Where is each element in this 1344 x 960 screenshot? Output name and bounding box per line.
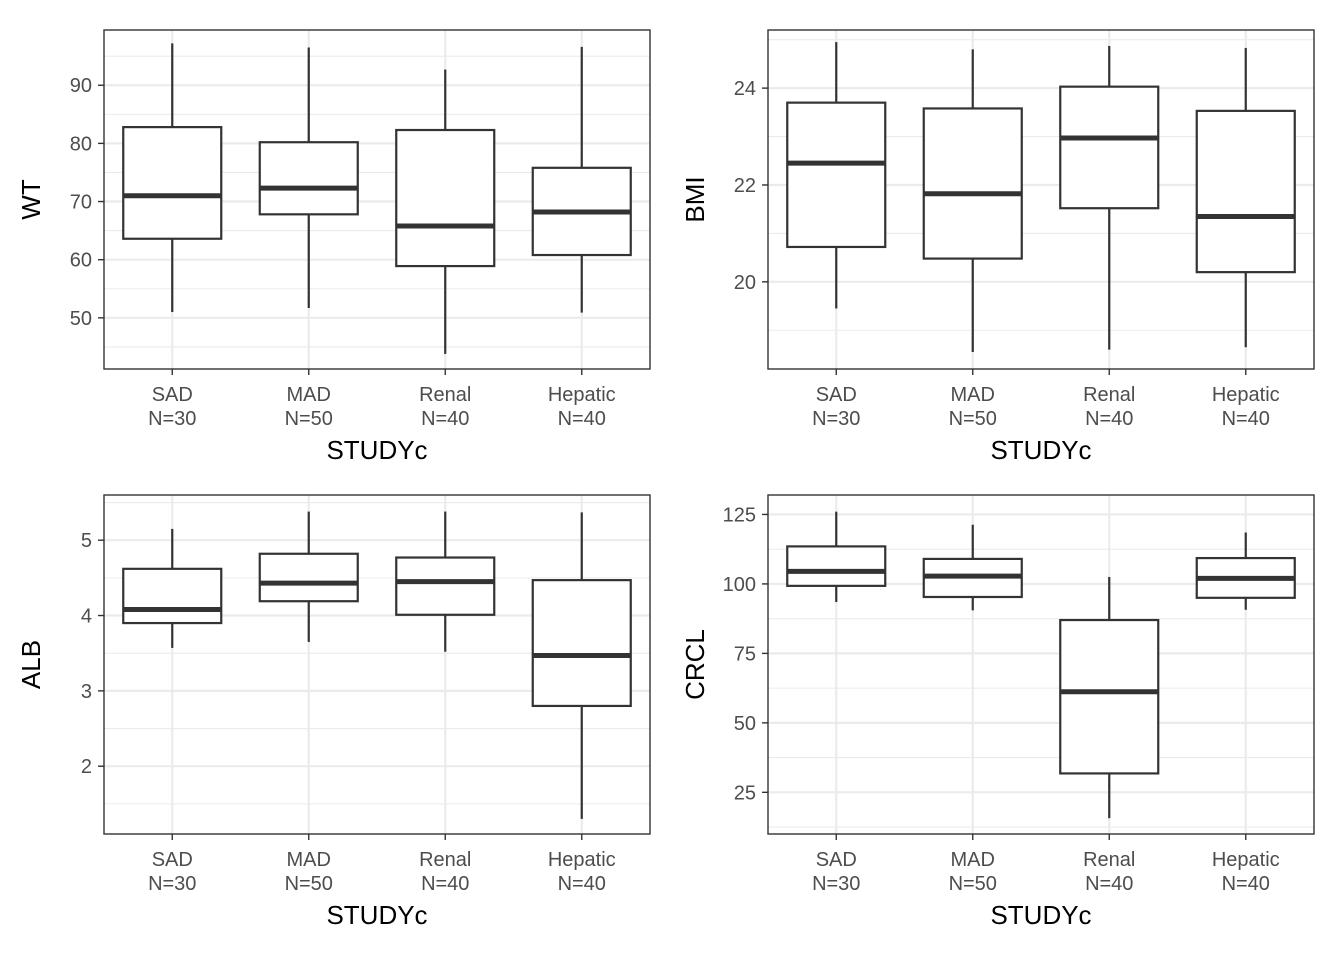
box-iqr <box>395 128 496 268</box>
x-tick-count-label: N=40 <box>1222 408 1270 430</box>
x-axis-title: STUDYc <box>326 435 427 465</box>
box-bmi-hepatic <box>1195 47 1296 348</box>
x-tick-label: Renal <box>1083 849 1135 871</box>
x-tick-label: SAD <box>816 384 857 406</box>
x-tick-count-label: N=30 <box>812 873 860 895</box>
y-tick-label: 2 <box>81 756 92 778</box>
box-iqr <box>1195 109 1296 274</box>
box-crcl-hepatic <box>1195 532 1296 610</box>
x-tick-label: SAD <box>152 384 193 406</box>
x-tick-label: Hepatic <box>548 849 616 871</box>
x-tick-count-label: N=40 <box>421 873 469 895</box>
box-alb-renal <box>395 511 496 652</box>
x-tick-count-label: N=50 <box>285 408 333 430</box>
y-tick-label: 50 <box>70 308 92 330</box>
y-axis-title: ALB <box>16 640 46 689</box>
panel-alb: 2345SADN=30MADN=50RenalN=40HepaticN=40ST… <box>16 494 651 930</box>
x-tick-label: Hepatic <box>548 384 616 406</box>
panel-wt: 5060708090SADN=30MADN=50RenalN=40Hepatic… <box>16 29 651 465</box>
x-tick-count-label: N=40 <box>558 873 606 895</box>
y-tick-label: 24 <box>734 78 756 100</box>
y-tick-label: 60 <box>70 250 92 272</box>
y-tick-label: 80 <box>70 133 92 155</box>
box-bmi-mad <box>922 49 1023 353</box>
y-tick-label: 90 <box>70 75 92 97</box>
x-tick-count-label: N=30 <box>812 408 860 430</box>
box-wt-sad <box>122 43 223 313</box>
x-tick-count-label: N=50 <box>949 873 997 895</box>
x-tick-count-label: N=50 <box>949 408 997 430</box>
box-iqr <box>922 107 1023 260</box>
y-tick-label: 3 <box>81 681 92 703</box>
y-axis-title: WT <box>16 179 46 220</box>
x-tick-label: Renal <box>419 849 471 871</box>
box-iqr <box>395 556 496 616</box>
box-iqr <box>1059 618 1160 775</box>
x-tick-label: MAD <box>287 384 331 406</box>
box-iqr <box>122 567 223 625</box>
box-alb-sad <box>122 528 223 648</box>
box-wt-mad <box>258 47 359 308</box>
box-crcl-sad <box>786 511 887 602</box>
box-iqr <box>786 545 887 587</box>
box-iqr <box>258 552 359 603</box>
y-tick-label: 4 <box>81 606 92 628</box>
x-tick-count-label: N=40 <box>1085 408 1133 430</box>
panel-border <box>767 29 1315 370</box>
y-tick-label: 22 <box>734 175 756 197</box>
x-tick-count-label: N=30 <box>148 408 196 430</box>
x-tick-count-label: N=40 <box>421 408 469 430</box>
y-tick-label: 5 <box>81 530 92 552</box>
x-tick-label: SAD <box>152 849 193 871</box>
y-tick-label: 100 <box>723 574 756 596</box>
panel-border <box>767 494 1315 835</box>
box-wt-renal <box>395 69 496 354</box>
y-tick-label: 50 <box>734 713 756 735</box>
x-tick-label: MAD <box>287 849 331 871</box>
x-tick-label: MAD <box>951 849 995 871</box>
x-tick-count-label: N=50 <box>285 873 333 895</box>
box-iqr <box>786 101 887 249</box>
y-tick-label: 125 <box>723 504 756 526</box>
y-axis-title: CRCL <box>680 629 710 700</box>
y-tick-label: 70 <box>70 192 92 214</box>
panel-border <box>103 29 651 370</box>
x-tick-label: Hepatic <box>1212 384 1280 406</box>
panel-border <box>103 494 651 835</box>
x-tick-count-label: N=30 <box>148 873 196 895</box>
box-alb-mad <box>258 511 359 642</box>
x-tick-count-label: N=40 <box>1222 873 1270 895</box>
panel-bmi: 202224SADN=30MADN=50RenalN=40HepaticN=40… <box>680 29 1315 465</box>
box-wt-hepatic <box>531 46 632 313</box>
x-axis-title: STUDYc <box>990 900 1091 930</box>
y-tick-label: 20 <box>734 272 756 294</box>
x-tick-label: Renal <box>1083 384 1135 406</box>
box-crcl-renal <box>1059 576 1160 819</box>
y-tick-label: 75 <box>734 643 756 665</box>
y-axis-title: BMI <box>680 176 710 222</box>
x-tick-label: MAD <box>951 384 995 406</box>
box-iqr <box>258 141 359 216</box>
panel-crcl: 255075100125SADN=30MADN=50RenalN=40Hepat… <box>680 494 1315 930</box>
box-iqr <box>531 579 632 708</box>
box-bmi-sad <box>786 42 887 309</box>
box-crcl-mad <box>922 524 1023 611</box>
x-axis-title: STUDYc <box>326 900 427 930</box>
x-tick-count-label: N=40 <box>558 408 606 430</box>
box-iqr <box>122 126 223 240</box>
y-tick-label: 25 <box>734 782 756 804</box>
x-tick-label: Renal <box>419 384 471 406</box>
x-tick-label: Hepatic <box>1212 849 1280 871</box>
x-tick-label: SAD <box>816 849 857 871</box>
x-axis-title: STUDYc <box>990 435 1091 465</box>
box-iqr <box>1059 85 1160 210</box>
box-bmi-renal <box>1059 45 1160 350</box>
box-alb-hepatic <box>531 512 632 819</box>
x-tick-count-label: N=40 <box>1085 873 1133 895</box>
